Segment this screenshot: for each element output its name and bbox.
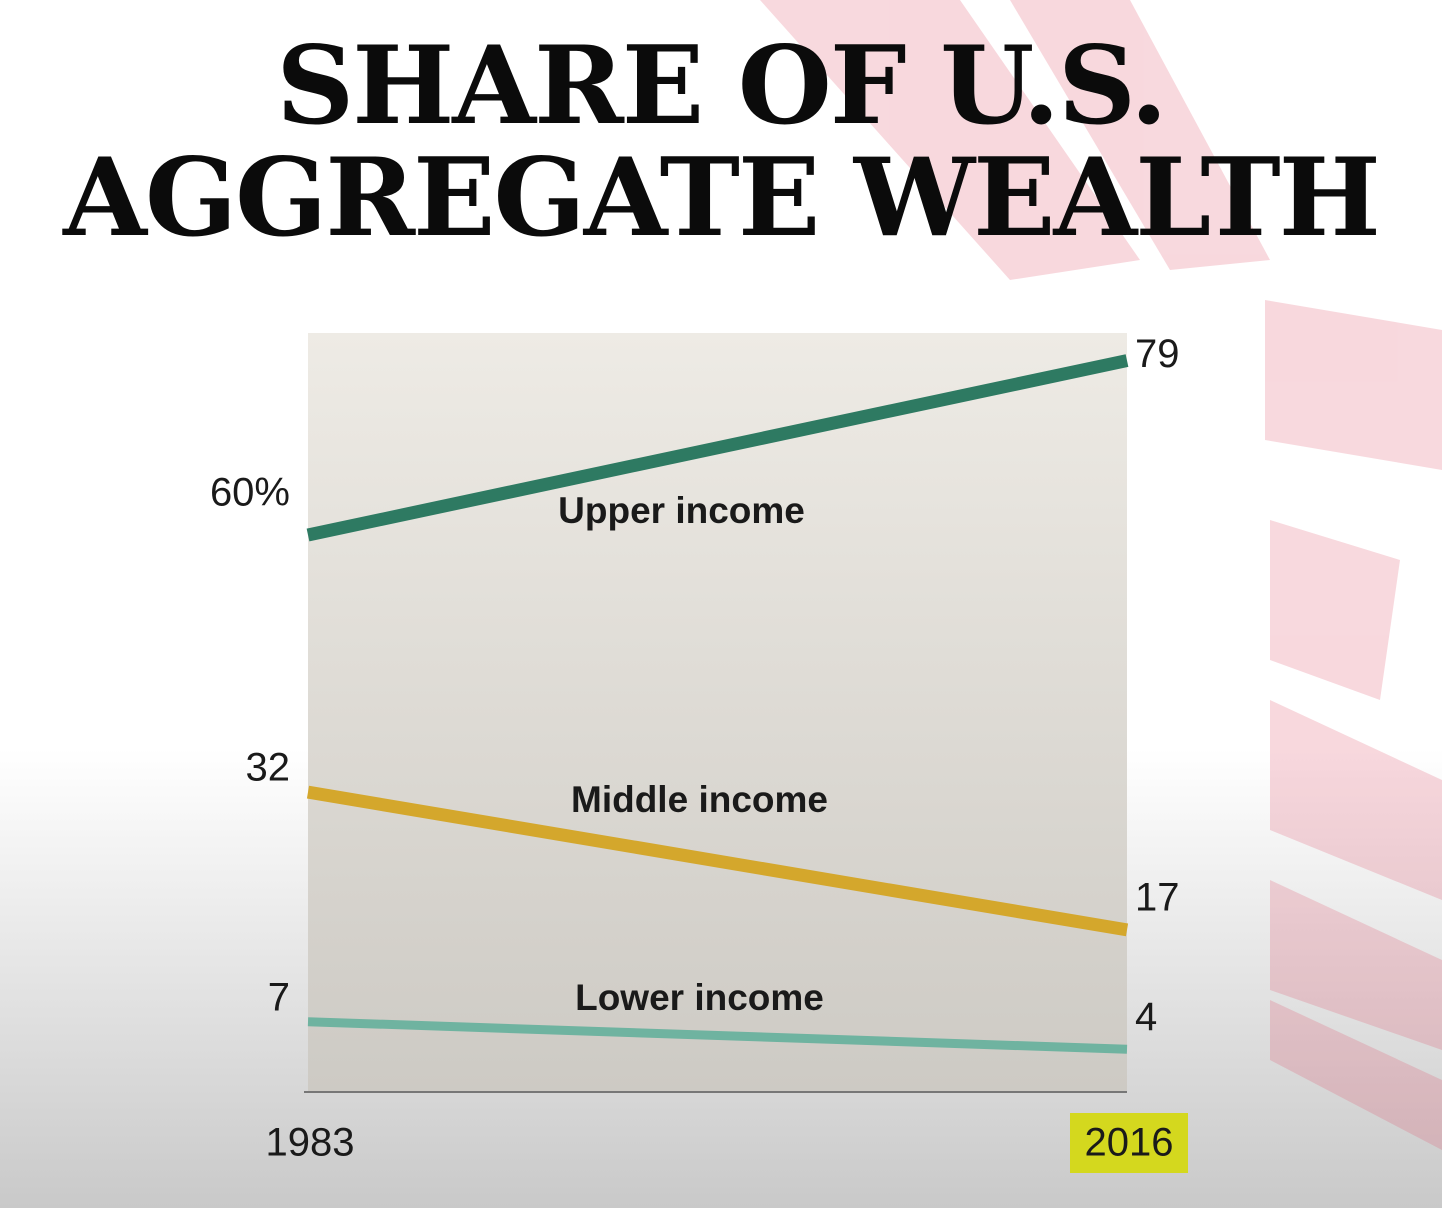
line [306,785,1129,937]
x-tick-label: 2016 [1085,1121,1174,1165]
chart-title: SHARE OF U.S. AGGREGATE WEALTH [63,23,1381,261]
decoration [760,0,1442,1150]
line [307,1017,1128,1054]
x-label-highlight [1070,1113,1188,1173]
value-label: 60% [210,471,290,515]
series-label: Lower income [575,977,824,1018]
value-label: 32 [246,746,291,790]
x-tick-label: 1983 [266,1121,355,1165]
series-label: Upper income [558,490,805,531]
value-label: 4 [1135,995,1157,1039]
value-label: 79 [1135,332,1180,376]
value-label: 17 [1135,875,1180,919]
line [306,354,1129,542]
value-label: 7 [268,975,290,1019]
plot-area [308,333,1127,1092]
series-label: Middle income [571,779,828,820]
